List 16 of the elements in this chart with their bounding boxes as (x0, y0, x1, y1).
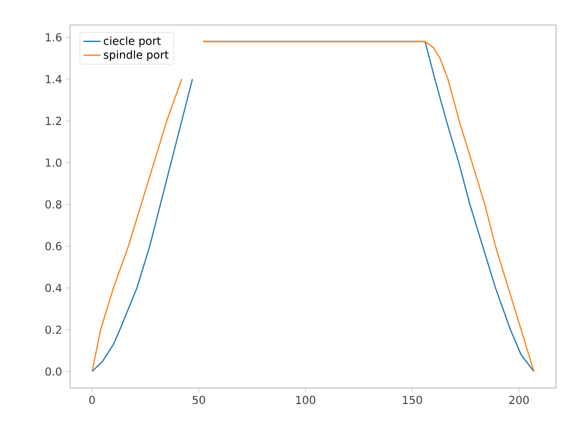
y-tick-label: 1.2 (46, 116, 62, 125)
legend-label: spindle port (104, 50, 169, 61)
legend-label: ciecle port (104, 36, 161, 48)
y-tick-label: 0.8 (45, 200, 62, 209)
y-tick-label: 0.0 (45, 367, 62, 376)
y-tick-label: 0.2 (45, 326, 62, 334)
y-tick-label: 0.6 (45, 242, 62, 250)
y-tick-label: 1.4 (46, 75, 62, 84)
y-tick-label: 1.0 (46, 158, 62, 167)
y-tick-label: 0.4 (45, 284, 62, 292)
x-tick-label: 0 (89, 396, 95, 404)
x-tick-label: 100 (296, 396, 316, 404)
x-tick-label: 150 (402, 396, 422, 404)
y-tick-label: 1.6 (46, 33, 62, 42)
x-tick-label: 200 (509, 396, 529, 404)
x-tick-label: 50 (192, 396, 206, 404)
